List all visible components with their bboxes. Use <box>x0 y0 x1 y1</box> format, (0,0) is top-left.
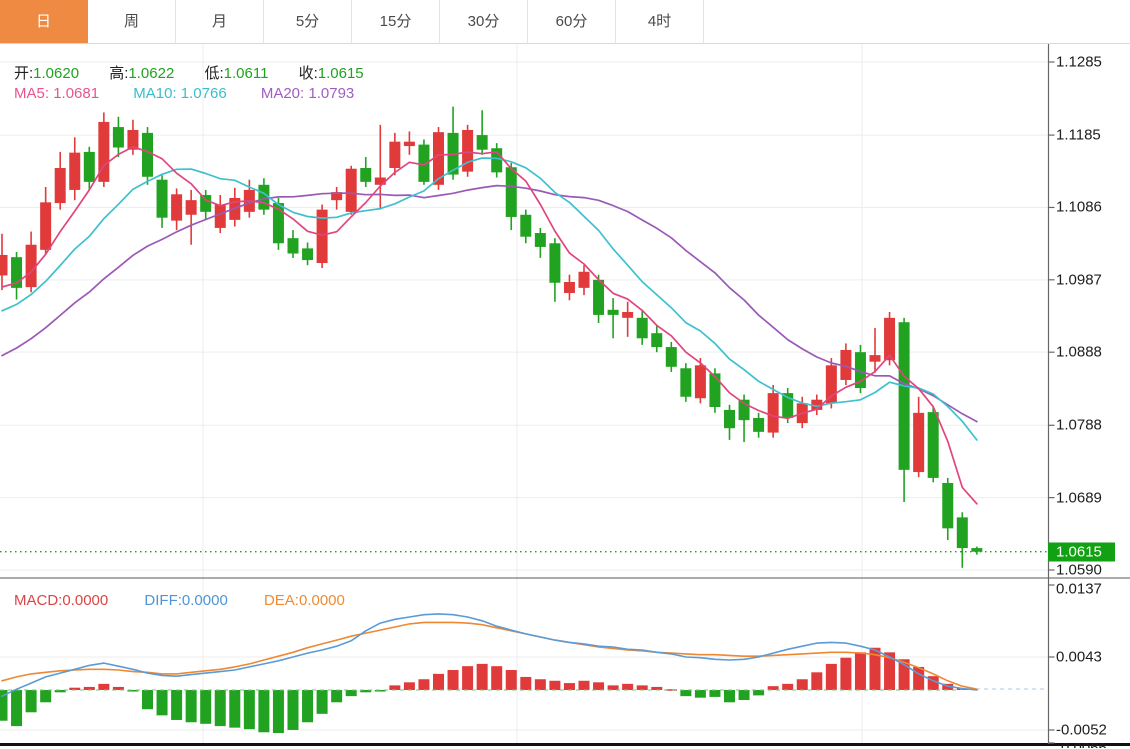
timeframe-tabbar: 日 周 月 5分 15分 30分 60分 4时 <box>0 0 1130 44</box>
ma-info-row: MA5: 1.0681 MA10: 1.0766 MA20: 1.0793 <box>14 85 354 102</box>
low-label: 低: <box>204 65 224 82</box>
ohlc-info-row: 开:1.0620 高:1.0622 低:1.0611 收:1.0615 <box>14 62 364 83</box>
macd-zero-line <box>0 688 1049 691</box>
ma-lines-layer <box>1 145 978 505</box>
dea-label: DEA: <box>263 592 299 609</box>
close-label: 收: <box>298 65 318 82</box>
low-value: 1.0611 <box>223 65 269 82</box>
ma10-label: MA10: <box>133 85 177 102</box>
macd-lines-layer <box>1 613 978 697</box>
open-label: 开: <box>14 65 34 82</box>
price-axis-label: 1.0987 <box>1056 271 1102 289</box>
tab-30min[interactable]: 30分 <box>440 0 528 43</box>
tab-4hour[interactable]: 4时 <box>616 0 704 43</box>
macd-axis-label: -0.0052 <box>1056 721 1107 739</box>
macd-histogram-layer <box>0 647 968 734</box>
ma5-value: 1.0681 <box>53 85 100 102</box>
macd-label: MACD: <box>14 592 63 609</box>
tab-60min[interactable]: 60分 <box>528 0 616 43</box>
ma5-label: MA5: <box>14 85 50 102</box>
ma10-value: 1.0766 <box>180 85 227 102</box>
high-value: 1.0622 <box>128 65 175 82</box>
tab-5min[interactable]: 5分 <box>264 0 352 43</box>
axis-layer <box>0 44 1130 746</box>
price-axis-label: 1.0888 <box>1056 343 1102 361</box>
tab-week[interactable]: 周 <box>88 0 176 43</box>
current-price-badge: 1.0615 <box>1048 542 1115 562</box>
open-value: 1.0620 <box>33 65 80 82</box>
price-axis-label: 1.0590 <box>1056 561 1102 579</box>
price-axis-label: 1.0689 <box>1056 489 1102 507</box>
tab-15min[interactable]: 15分 <box>352 0 440 43</box>
macd-axis-label: 0.0137 <box>1056 580 1102 598</box>
macd-info-row: MACD:0.0000 DIFF:0.0000 DEA:0.0000 <box>14 592 345 609</box>
price-axis-label: 1.1285 <box>1056 53 1102 71</box>
diff-value: 0.0000 <box>181 592 228 609</box>
macd-axis-label: 0.0043 <box>1056 648 1102 666</box>
macd-axis-clipped-label: -0.0066 <box>1056 740 1107 748</box>
dea-value: 0.0000 <box>298 592 345 609</box>
ma20-value: 1.0793 <box>308 85 355 102</box>
high-label: 高: <box>109 65 129 82</box>
price-axis-label: 1.1185 <box>1056 126 1101 144</box>
grid-layer <box>0 44 1049 744</box>
ma20-label: MA20: <box>260 85 305 102</box>
macd-value: 0.0000 <box>62 592 109 609</box>
candles-layer <box>0 106 983 568</box>
tab-month[interactable]: 月 <box>176 0 264 43</box>
price-axis-label: 1.1086 <box>1056 198 1102 216</box>
tab-day[interactable]: 日 <box>0 0 88 43</box>
close-value: 1.0615 <box>317 65 364 82</box>
price-axis-label: 1.0788 <box>1056 416 1102 434</box>
diff-label: DIFF: <box>144 592 182 609</box>
